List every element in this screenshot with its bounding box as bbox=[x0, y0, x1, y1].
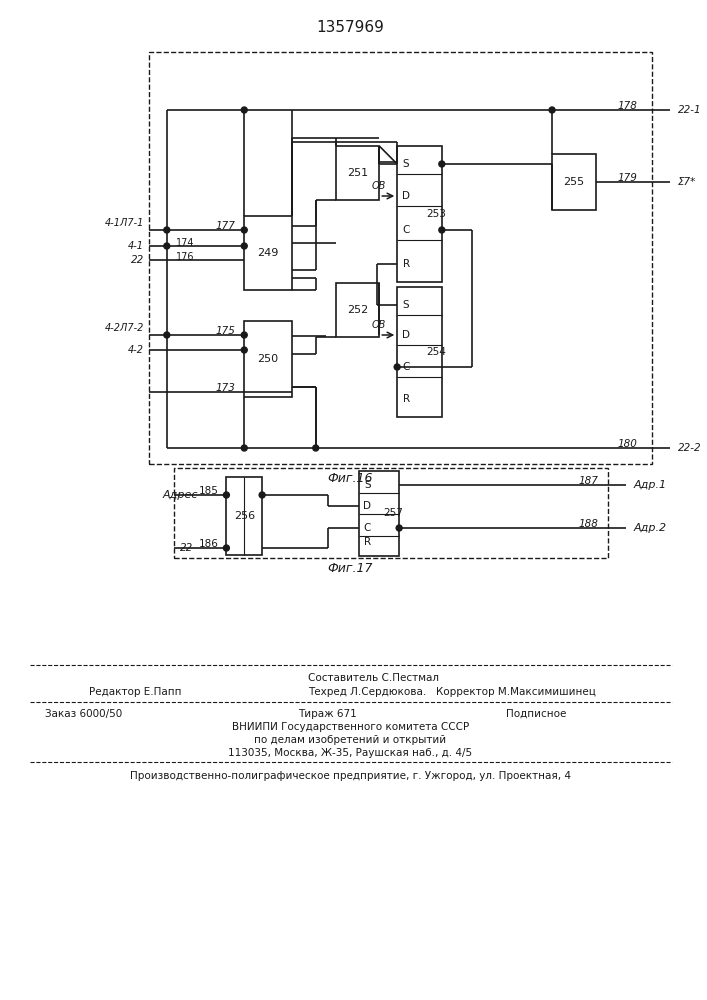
Circle shape bbox=[241, 243, 247, 249]
Text: 187: 187 bbox=[579, 476, 599, 486]
Text: Производственно-полиграфическое предприятие, г. Ужгород, ул. Проектная, 4: Производственно-полиграфическое предприя… bbox=[130, 771, 571, 781]
Bar bbox=[397, 287, 442, 417]
Text: Адрес: Адрес bbox=[163, 490, 199, 500]
Text: 255: 255 bbox=[563, 177, 585, 187]
Text: 113035, Москва, Ж-35, Раушская наб., д. 4/5: 113035, Москва, Ж-35, Раушская наб., д. … bbox=[228, 748, 472, 758]
Text: по делам изобретений и открытий: по делам изобретений и открытий bbox=[255, 735, 447, 745]
Text: 22-1: 22-1 bbox=[678, 105, 702, 115]
Text: 175: 175 bbox=[216, 326, 235, 336]
Text: Фиг.16: Фиг.16 bbox=[328, 472, 373, 485]
Text: 250: 250 bbox=[257, 354, 279, 364]
Text: 256: 256 bbox=[234, 511, 255, 521]
Circle shape bbox=[241, 107, 247, 113]
Text: 180: 180 bbox=[617, 439, 638, 449]
Text: 4-2Л7-2: 4-2Л7-2 bbox=[105, 323, 144, 333]
Text: 4-2: 4-2 bbox=[128, 345, 144, 355]
Text: R: R bbox=[364, 537, 371, 547]
Text: 173: 173 bbox=[216, 383, 235, 393]
Circle shape bbox=[164, 243, 170, 249]
Bar bbox=[336, 283, 379, 337]
Circle shape bbox=[396, 525, 402, 531]
Text: ОВ: ОВ bbox=[372, 181, 387, 191]
Circle shape bbox=[164, 227, 170, 233]
Text: Адр.2: Адр.2 bbox=[633, 523, 667, 533]
Circle shape bbox=[259, 492, 265, 498]
Text: S: S bbox=[364, 480, 370, 490]
Text: 176: 176 bbox=[176, 252, 194, 262]
Text: 174: 174 bbox=[176, 238, 194, 248]
Text: Редактор Е.Папп: Редактор Е.Папп bbox=[89, 687, 182, 697]
Text: C: C bbox=[402, 225, 410, 235]
Circle shape bbox=[223, 545, 229, 551]
Text: Техред Л.Сердюкова.   Корректор М.Максимишинец: Техред Л.Сердюкова. Корректор М.Максимиш… bbox=[308, 687, 596, 697]
Text: 22: 22 bbox=[180, 543, 194, 553]
Text: 253: 253 bbox=[426, 209, 446, 219]
Bar bbox=[244, 321, 292, 397]
Bar bbox=[359, 471, 399, 556]
Bar bbox=[397, 146, 442, 282]
Circle shape bbox=[395, 364, 400, 370]
Circle shape bbox=[549, 107, 555, 113]
Text: 254: 254 bbox=[426, 347, 446, 357]
Text: C: C bbox=[363, 523, 371, 533]
Text: 177: 177 bbox=[216, 221, 235, 231]
Circle shape bbox=[241, 347, 247, 353]
Text: 188: 188 bbox=[579, 519, 599, 529]
Text: Фиг.17: Фиг.17 bbox=[328, 562, 373, 574]
Text: ВНИИПИ Государственного комитета СССР: ВНИИПИ Государственного комитета СССР bbox=[232, 722, 469, 732]
Bar bbox=[226, 477, 262, 555]
Circle shape bbox=[223, 492, 229, 498]
Bar bbox=[336, 146, 379, 200]
Text: D: D bbox=[363, 501, 371, 511]
Text: Подписное: Подписное bbox=[506, 709, 567, 719]
Circle shape bbox=[241, 227, 247, 233]
Text: Σ7*: Σ7* bbox=[678, 177, 696, 187]
Text: R: R bbox=[402, 394, 409, 404]
Circle shape bbox=[312, 445, 319, 451]
Text: D: D bbox=[402, 191, 410, 201]
Text: 4-1: 4-1 bbox=[128, 241, 144, 251]
Text: C: C bbox=[402, 362, 410, 372]
Circle shape bbox=[439, 161, 445, 167]
Text: Заказ 6000/50: Заказ 6000/50 bbox=[45, 709, 122, 719]
Text: Тираж 671: Тираж 671 bbox=[298, 709, 356, 719]
Text: 186: 186 bbox=[199, 539, 218, 549]
Text: D: D bbox=[402, 330, 410, 340]
Text: S: S bbox=[403, 300, 409, 310]
Text: Адр.1: Адр.1 bbox=[633, 480, 667, 490]
Bar bbox=[149, 52, 653, 464]
Text: ОВ: ОВ bbox=[372, 320, 387, 330]
Text: 252: 252 bbox=[347, 305, 368, 315]
Bar bbox=[552, 154, 596, 210]
Text: S: S bbox=[403, 159, 409, 169]
Circle shape bbox=[241, 445, 247, 451]
Text: 251: 251 bbox=[347, 168, 368, 178]
Bar bbox=[244, 216, 292, 290]
Circle shape bbox=[164, 332, 170, 338]
Text: 22: 22 bbox=[131, 255, 144, 265]
Circle shape bbox=[439, 227, 445, 233]
Text: 22-2: 22-2 bbox=[678, 443, 702, 453]
Text: 179: 179 bbox=[617, 173, 638, 183]
Bar bbox=[174, 468, 607, 558]
Text: 185: 185 bbox=[199, 486, 218, 496]
Circle shape bbox=[241, 332, 247, 338]
Text: 1357969: 1357969 bbox=[317, 20, 385, 35]
Text: 178: 178 bbox=[617, 101, 638, 111]
Text: R: R bbox=[402, 259, 409, 269]
Text: 257: 257 bbox=[383, 508, 403, 518]
Text: 249: 249 bbox=[257, 248, 279, 258]
Text: Составитель С.Пестмал: Составитель С.Пестмал bbox=[308, 673, 439, 683]
Text: 4-1Л7-1: 4-1Л7-1 bbox=[105, 218, 144, 228]
